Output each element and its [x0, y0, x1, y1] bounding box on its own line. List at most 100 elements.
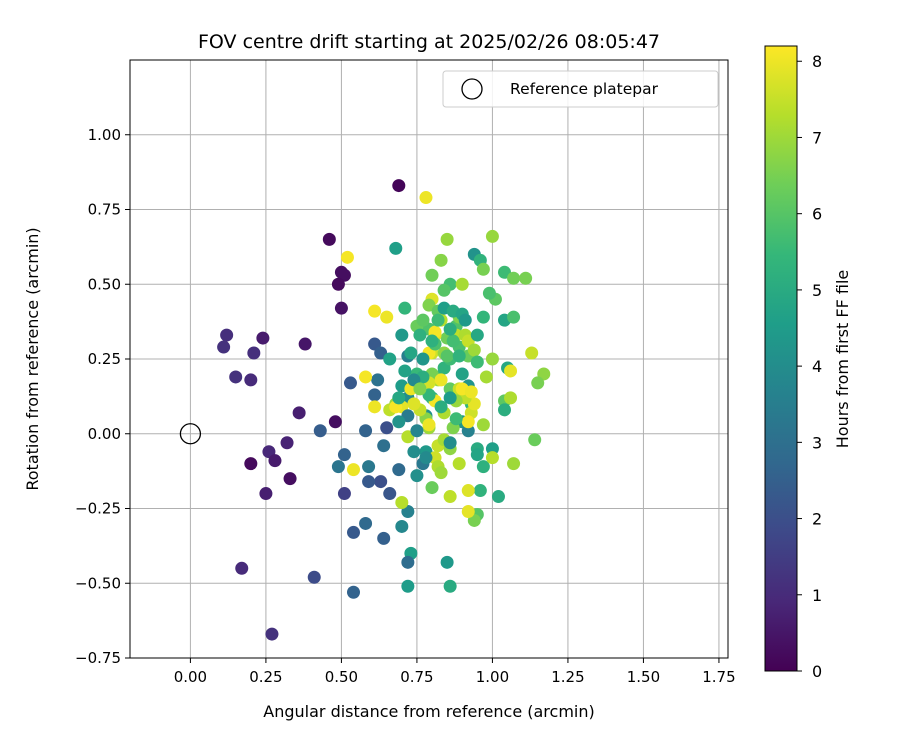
- data-point: [337, 448, 351, 462]
- data-point: [446, 334, 460, 348]
- data-point: [334, 301, 348, 315]
- data-point: [392, 415, 406, 429]
- data-point: [452, 349, 466, 363]
- data-point: [407, 445, 421, 459]
- data-point: [359, 516, 373, 530]
- data-point: [476, 418, 490, 432]
- data-point: [504, 391, 518, 405]
- data-point: [434, 373, 448, 387]
- data-point: [440, 349, 454, 363]
- data-point: [461, 415, 475, 429]
- colorbar-tick-label: 5: [812, 281, 822, 300]
- data-point: [461, 424, 475, 438]
- reference-marker-open-circle: [179, 423, 202, 445]
- colorbar-tick-label: 2: [812, 510, 822, 529]
- data-point: [368, 400, 382, 414]
- data-point: [244, 457, 258, 471]
- data-point: [464, 385, 478, 399]
- data-point: [280, 436, 294, 450]
- data-point: [507, 271, 521, 285]
- data-point: [383, 487, 397, 501]
- y-tick-label: 0.25: [88, 350, 121, 368]
- x-tick-label: 0.00: [174, 668, 207, 686]
- data-point: [519, 271, 533, 285]
- data-point: [265, 627, 279, 641]
- data-point: [434, 253, 448, 267]
- colorbar-tick-label: 0: [812, 662, 822, 681]
- data-point: [485, 442, 499, 456]
- data-point: [434, 466, 448, 480]
- legend-marker-open-circle: [461, 78, 483, 100]
- colorbar: [764, 45, 798, 672]
- data-point: [346, 463, 360, 477]
- data-point: [374, 475, 388, 489]
- data-point: [377, 439, 391, 453]
- data-point: [476, 460, 490, 474]
- data-point: [380, 421, 394, 435]
- data-point: [455, 367, 469, 381]
- data-point: [437, 283, 451, 297]
- data-point: [413, 328, 427, 342]
- x-axis-label: Angular distance from reference (arcmin): [263, 702, 594, 721]
- data-point: [340, 250, 354, 264]
- x-tick-label: 1.50: [627, 668, 660, 686]
- data-point: [452, 457, 466, 471]
- data-point: [485, 352, 499, 366]
- x-tick-label: 1.00: [476, 668, 509, 686]
- data-point: [431, 313, 445, 327]
- x-tick-label: 0.50: [325, 668, 358, 686]
- data-point: [343, 376, 357, 390]
- y-tick-label: 1.00: [88, 126, 121, 144]
- x-tick-label: 1.75: [702, 668, 735, 686]
- data-point: [528, 433, 542, 447]
- data-point: [416, 352, 430, 366]
- y-tick-label: 0.00: [88, 425, 121, 443]
- data-point: [377, 531, 391, 545]
- data-point: [331, 460, 345, 474]
- data-point: [359, 424, 373, 438]
- data-point: [395, 496, 409, 510]
- data-point: [401, 555, 415, 569]
- data-point: [217, 340, 231, 354]
- data-point: [476, 262, 490, 276]
- data-point: [425, 268, 439, 282]
- data-point: [256, 331, 270, 345]
- data-point: [470, 448, 484, 462]
- data-point: [410, 469, 424, 483]
- data-point: [482, 286, 496, 300]
- data-point: [392, 179, 406, 193]
- data-point: [416, 313, 430, 327]
- data-point: [461, 504, 475, 518]
- colorbar-tick-label: 3: [812, 433, 822, 452]
- data-point: [504, 364, 518, 378]
- data-point: [449, 412, 463, 426]
- data-point: [229, 370, 243, 384]
- data-point: [473, 484, 487, 498]
- data-point: [467, 343, 481, 357]
- data-point: [419, 191, 433, 205]
- legend-box: [442, 70, 719, 108]
- y-tick-label: −0.25: [75, 500, 121, 518]
- data-point: [268, 454, 282, 468]
- data-point: [485, 229, 499, 243]
- data-point: [392, 463, 406, 477]
- data-point: [346, 525, 360, 539]
- colorbar-tick-label: 8: [812, 52, 822, 71]
- data-point: [371, 373, 385, 387]
- data-point: [292, 406, 306, 420]
- data-point: [368, 304, 382, 318]
- data-point: [443, 391, 457, 405]
- data-point: [458, 313, 472, 327]
- data-point: [244, 373, 258, 387]
- data-point: [476, 310, 490, 324]
- legend: Reference platepar: [442, 70, 719, 108]
- reference-point: [179, 423, 202, 445]
- data-point: [443, 322, 457, 336]
- data-point: [525, 346, 539, 360]
- y-tick-label: −0.50: [75, 574, 121, 592]
- data-point: [401, 579, 415, 593]
- data-point: [443, 490, 457, 504]
- data-point: [507, 457, 521, 471]
- data-point: [443, 382, 457, 396]
